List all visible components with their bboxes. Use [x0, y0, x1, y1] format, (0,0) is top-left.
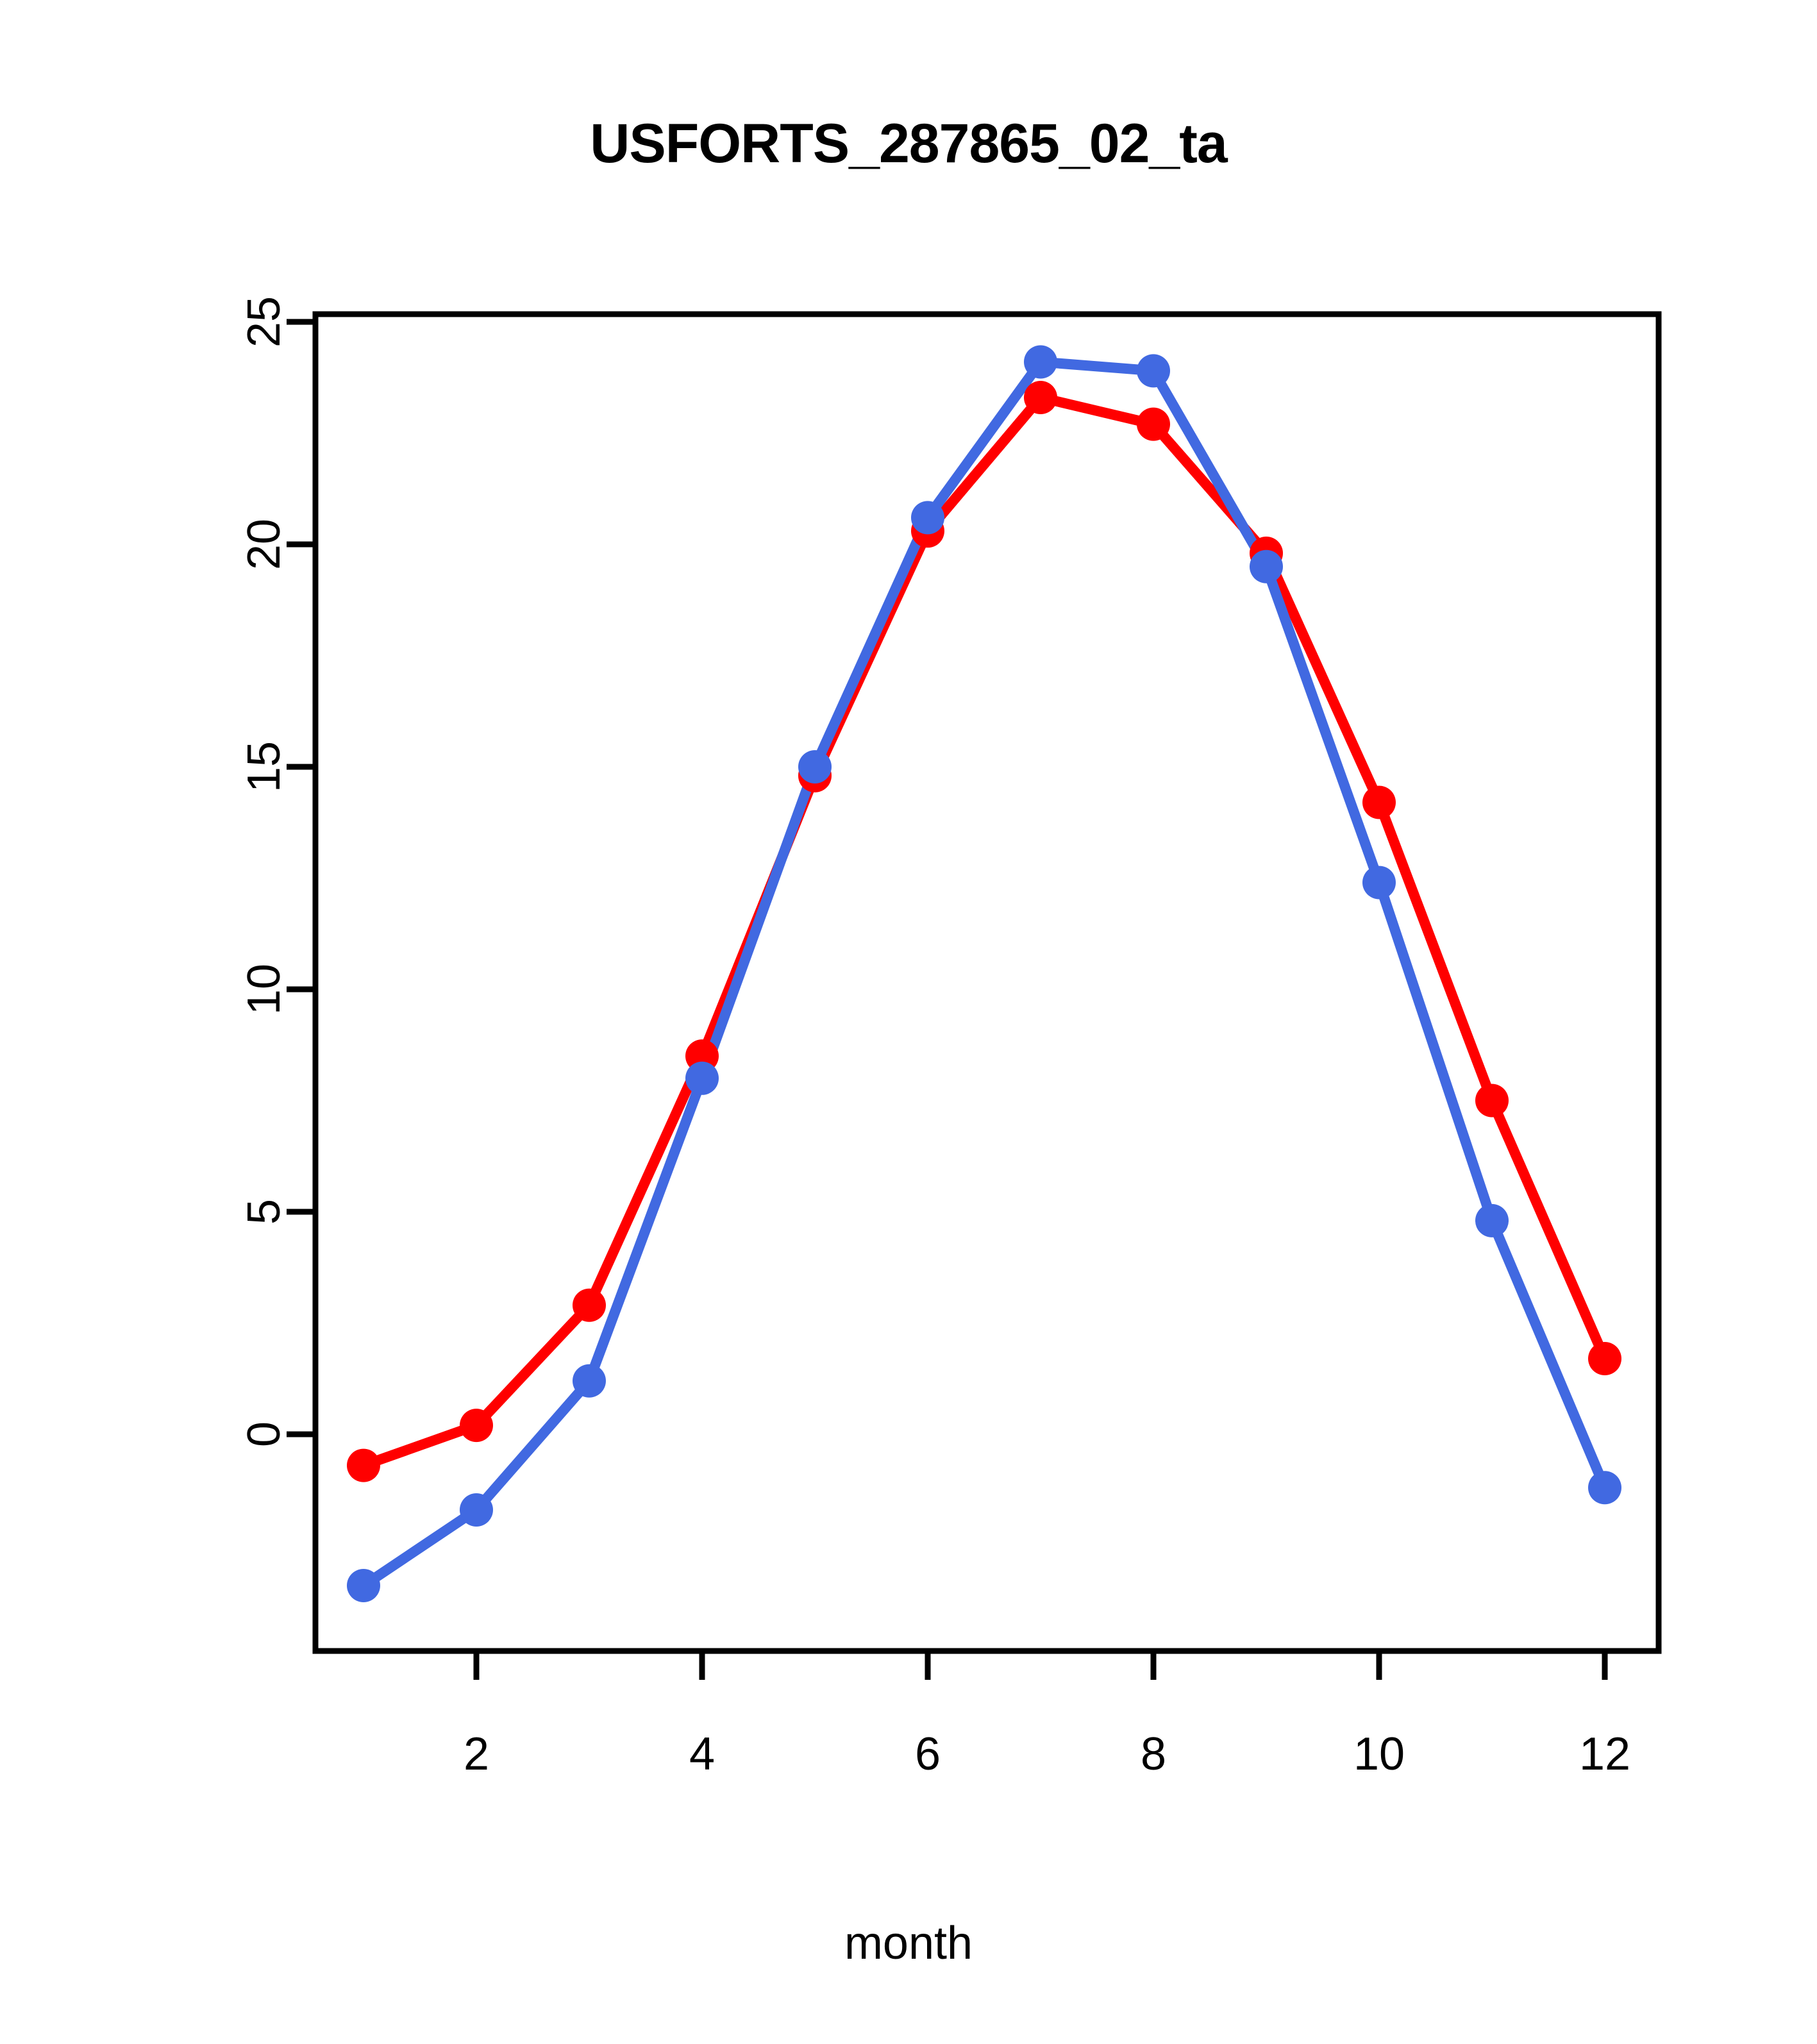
x-axis-tick-label: 12: [1579, 1729, 1630, 1780]
page-title: USFORTS_287865_02_ta: [590, 113, 1227, 174]
series-line-red-series: [358, 392, 1610, 1471]
x-axis-tick-label: 2: [464, 1729, 489, 1780]
x-axis-tick-label: 10: [1353, 1729, 1405, 1780]
y-axis-tick-label: 20: [239, 519, 290, 570]
y-axis-tick-label: 0: [239, 1421, 290, 1447]
data-point-red-series[interactable]: [1588, 1342, 1621, 1376]
x-axis-tick-label: 4: [689, 1729, 715, 1780]
data-point-blue-series[interactable]: [798, 750, 832, 783]
x-axis-label: month: [844, 1918, 973, 1969]
y-axis-tick-label: 10: [239, 964, 290, 1015]
data-point-blue-series[interactable]: [1362, 866, 1396, 900]
data-point-red-series[interactable]: [347, 1448, 380, 1482]
x-axis-tick-label: 6: [915, 1729, 941, 1780]
data-point-blue-series[interactable]: [1475, 1203, 1509, 1237]
y-axis-tick-label: 25: [239, 296, 290, 348]
data-point-blue-series[interactable]: [685, 1061, 719, 1095]
data-point-blue-series[interactable]: [1588, 1471, 1621, 1505]
data-point-red-series[interactable]: [1024, 380, 1057, 414]
data-point-red-series[interactable]: [1362, 785, 1396, 819]
data-point-blue-series[interactable]: [573, 1364, 606, 1398]
data-point-blue-series[interactable]: [1137, 354, 1170, 388]
x-axis-tick-label: 8: [1141, 1729, 1166, 1780]
data-point-red-series[interactable]: [1137, 407, 1170, 441]
series-line-blue-series: [358, 356, 1610, 1591]
data-point-blue-series[interactable]: [460, 1493, 493, 1527]
data-point-red-series[interactable]: [460, 1409, 493, 1443]
data-point-blue-series[interactable]: [347, 1568, 380, 1602]
y-axis-tick-label: 5: [239, 1199, 290, 1225]
plot-frame: [312, 311, 1662, 1654]
data-point-red-series[interactable]: [1475, 1084, 1509, 1118]
data-point-blue-series[interactable]: [1250, 549, 1283, 583]
data-point-blue-series[interactable]: [1024, 345, 1057, 379]
y-axis-tick-label: 15: [239, 741, 290, 792]
data-point-red-series[interactable]: [573, 1288, 606, 1322]
data-point-blue-series[interactable]: [911, 501, 944, 535]
